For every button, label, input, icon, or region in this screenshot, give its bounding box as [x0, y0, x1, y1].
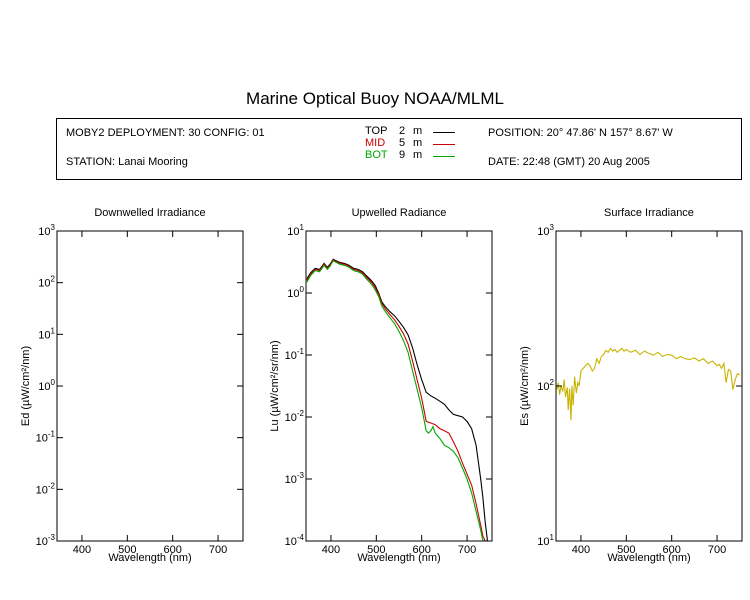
y-tick-label: 101: [38, 326, 55, 341]
chart-title: Surface Irradiance: [604, 207, 694, 219]
y-tick-label: 10-1: [285, 347, 305, 362]
x-tick-label: 500: [367, 544, 385, 556]
series-line-2: [306, 259, 486, 542]
legend-depth-mid: 5: [399, 137, 406, 149]
y-tick-label: 101: [537, 533, 554, 548]
x-tick-label: 600: [663, 544, 681, 556]
y-tick-label: 10-1: [36, 430, 56, 445]
plot-frame: [555, 230, 743, 542]
chart-title: Downwelled Irradiance: [94, 207, 205, 219]
y-tick-label: 10-3: [285, 471, 305, 486]
series-line-1: [306, 258, 489, 542]
y-tick-label: 100: [287, 285, 304, 300]
y-tick-label: 10-3: [36, 533, 56, 548]
legend-line-top: [433, 132, 455, 133]
chart-title: Upwelled Radiance: [352, 207, 447, 219]
legend-unit-top: m: [413, 125, 423, 137]
legend-depth-top: 2: [399, 125, 406, 137]
y-tick-label: 10-4: [285, 533, 305, 548]
x-axis-label: Wavelength (nm): [108, 552, 191, 564]
x-tick-label: 400: [73, 544, 91, 556]
x-tick-label: 400: [572, 544, 590, 556]
x-axis-label: Wavelength (nm): [607, 552, 690, 564]
series-line-1: [556, 347, 740, 421]
x-tick-label: 700: [708, 544, 726, 556]
deployment-text: MOBY2 DEPLOYMENT: 30 CONFIG: 01: [66, 127, 265, 139]
y-tick-label: 100: [38, 378, 55, 393]
chart-panel-1: Downwelled Irradiance 400 500 600 700 10-3 10-…: [20, 207, 244, 564]
y-axis-label: Lu (µW/cm²/sr/nm): [269, 340, 281, 431]
x-tick-label: 700: [209, 544, 227, 556]
chart-panel-2: Upwelled Radiance 400 500 600 700 10-4 10-3 10-…: [269, 207, 493, 564]
station-text: STATION: Lanai Mooring: [66, 156, 188, 168]
y-tick-label: 10-2: [285, 409, 305, 424]
y-tick-label: 10-2: [36, 481, 56, 496]
y-tick-label: 101: [287, 223, 304, 238]
legend-line-bot: [433, 156, 455, 157]
x-tick-label: 700: [458, 544, 476, 556]
legend-depth-bot: 9: [399, 149, 406, 161]
plot-frame: [56, 230, 244, 542]
x-axis-label: Wavelength (nm): [357, 552, 440, 564]
position-text: POSITION: 20° 47.86' N 157° 8.67' W: [488, 127, 673, 139]
info-box: MOBY2 DEPLOYMENT: 30 CONFIG: 01 STATION:…: [56, 118, 742, 180]
y-tick-label: 102: [38, 275, 55, 290]
y-tick-label: 103: [38, 223, 55, 238]
x-tick-label: 600: [164, 544, 182, 556]
y-tick-label: 102: [537, 378, 554, 393]
y-tick-label: 103: [537, 223, 554, 238]
series-line-3: [306, 260, 484, 542]
y-axis-label: Ed (µW/cm²/nm): [20, 346, 32, 426]
x-tick-label: 500: [617, 544, 635, 556]
legend-label-top: TOP: [365, 125, 388, 137]
y-axis-label: Es (µW/cm²/nm): [519, 346, 531, 426]
x-tick-label: 400: [322, 544, 340, 556]
x-tick-label: 600: [413, 544, 431, 556]
legend-unit-mid: m: [413, 137, 423, 149]
page-title: Marine Optical Buoy NOAA/MLML: [246, 89, 504, 108]
legend-label-mid: MID: [365, 137, 386, 149]
plot-frame: [305, 230, 493, 542]
legend-line-mid: [433, 144, 455, 145]
chart-panel-3: Surface Irradiance 400 500 600 700 101 102 103 W…: [519, 207, 743, 564]
legend-unit-bot: m: [413, 149, 423, 161]
legend-label-bot: BOT: [365, 149, 388, 161]
x-tick-label: 500: [118, 544, 136, 556]
date-text: DATE: 22:48 (GMT) 20 Aug 2005: [488, 156, 650, 168]
